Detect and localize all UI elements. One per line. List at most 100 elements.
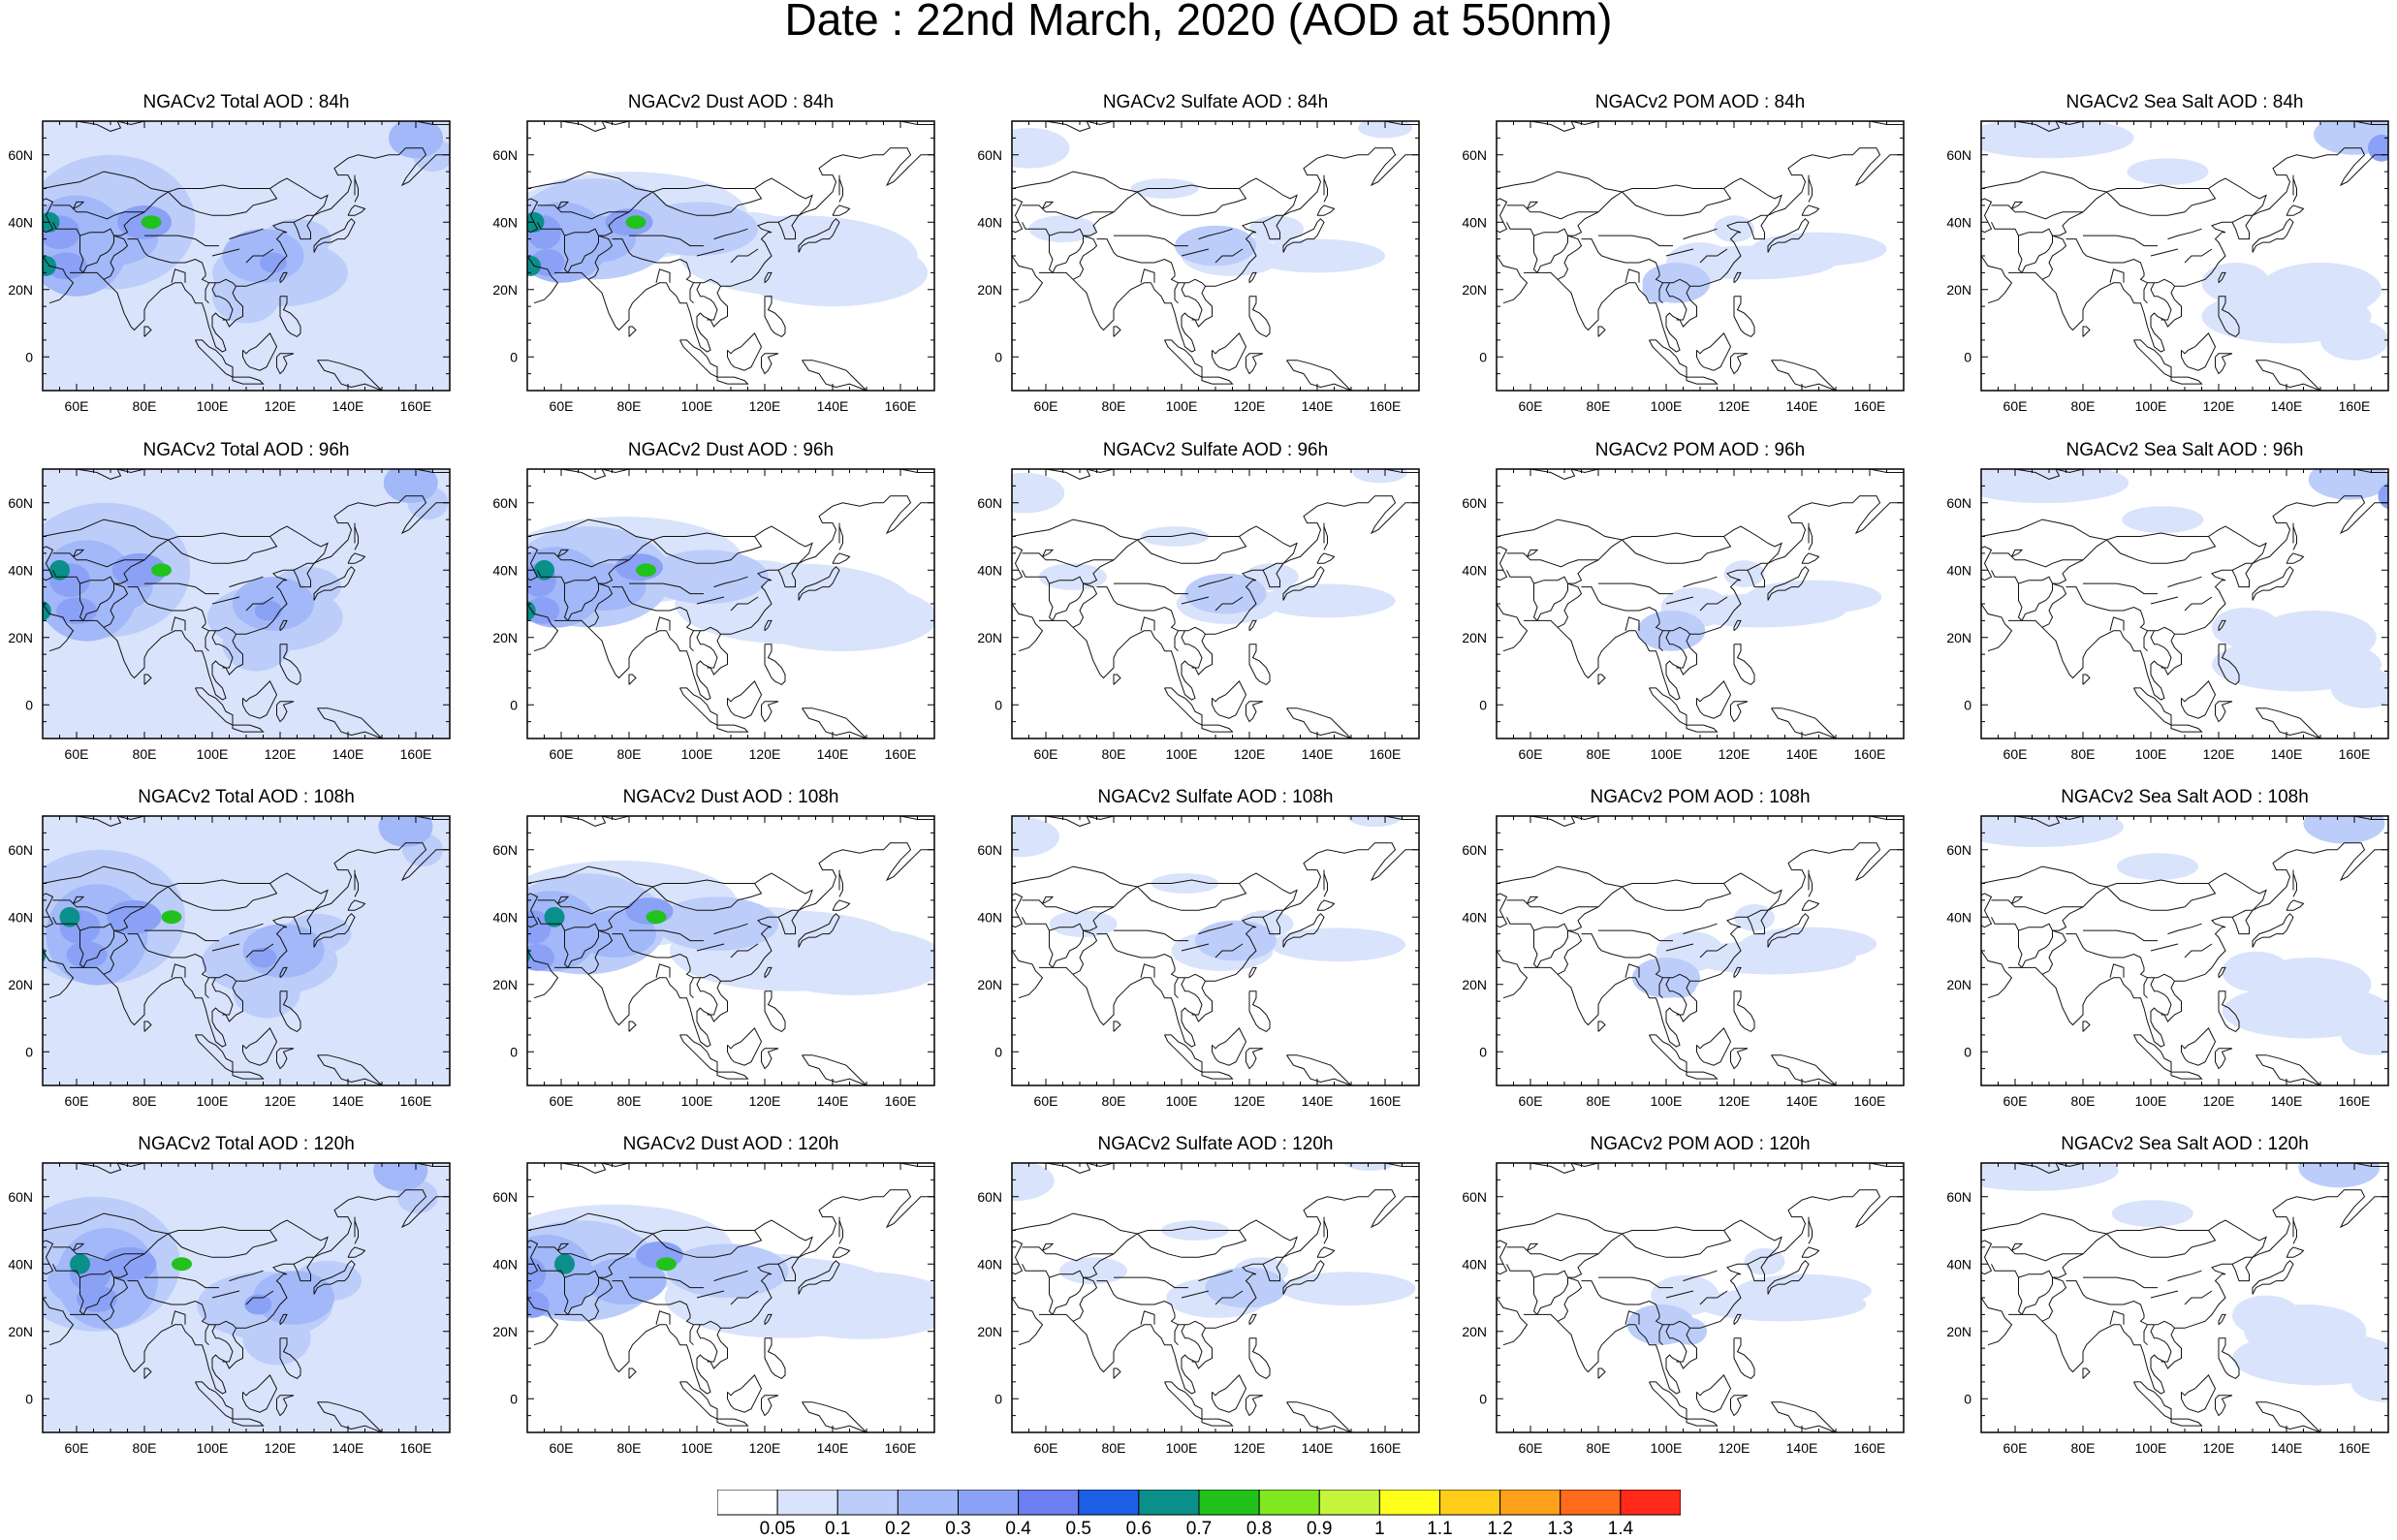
lon-tick-label: 160E [1370,1093,1402,1109]
boundary-line [1598,327,1605,336]
panel-title-dust-96h: NGACv2 Dust AOD : 96h [522,440,939,461]
aod-field [973,1150,1416,1318]
colorbar-swatch [1621,1490,1681,1515]
boundary-line [2083,236,2158,246]
boundary-line [833,900,850,910]
boundary-line [697,631,717,668]
lat-tick-label: 60N [977,1189,1002,1205]
boundary-line [2253,914,2293,948]
aerosol-region [505,1289,525,1309]
boundary-line [1202,725,1233,732]
colorbar-swatch [1440,1490,1500,1515]
aerosol-region [516,601,536,621]
aerosol-region [67,941,108,968]
boundary-line [1023,887,1138,930]
lon-tick-label: 120E [1234,398,1266,414]
aerosol-region [108,900,162,934]
lat-tick-label: 40N [977,1256,1002,1272]
boundary-line [2042,583,2066,627]
lat-tick-label: 20N [977,1324,1002,1339]
boundary-line [2110,617,2124,631]
panel-title-dust-120h: NGACv2 Dust AOD : 120h [522,1134,939,1155]
aod-field [978,806,1405,971]
boundary-line [717,377,748,384]
boundary-line [1507,553,1599,567]
lon-tick-label: 100E [197,1440,229,1456]
lat-tick-label: 20N [1946,630,1971,645]
boundary-line [2144,1325,2148,1345]
boundary-line [1684,577,1718,586]
aerosol-region [1249,239,1385,273]
boundary-line [2008,272,2121,330]
boundary-line [1012,256,1043,303]
lat-tick-label: 0 [510,1044,518,1059]
lat-tick-label: 0 [25,697,33,712]
lon-tick-label: 60E [1034,1440,1058,1456]
boundary-line [1202,1072,1233,1079]
aerosol-region [1195,921,1277,961]
lon-tick-label: 160E [885,1093,917,1109]
aerosol-region [1949,1150,2119,1191]
boundary-line [1992,900,2084,914]
boundary-line [1175,978,1179,998]
lat-tick-label: 40N [8,562,33,578]
lon-tick-label: 80E [133,398,157,414]
lon-tick-label: 140E [2271,1093,2303,1109]
colorbar-level-label: 0.3 [930,1519,988,1540]
lon-tick-label: 60E [1034,746,1058,762]
boundary-line [2256,708,2321,739]
boundary-line [2110,1311,2124,1325]
boundary-line [1151,283,1213,352]
colorbar-swatch [717,1490,777,1515]
boundary-line [1039,620,1151,677]
lon-tick-label: 80E [133,1093,157,1109]
boundary-line [1992,205,2084,219]
lon-tick-label: 160E [2339,1093,2371,1109]
boundary-line [1687,1419,1718,1426]
lat-tick-label: 20N [492,282,518,298]
lon-tick-label: 80E [1587,746,1611,762]
lon-tick-label: 120E [749,1093,781,1109]
aerosol-region [1663,971,1697,998]
boundary-line [1992,1247,2084,1261]
boundary-line [1497,519,1782,563]
boundary-line [1598,236,1673,246]
aerosol-region [636,563,656,577]
lat-tick-label: 40N [492,909,518,925]
boundary-line [1175,283,1179,303]
boundary-line [1809,870,1813,897]
lat-tick-label: 20N [8,1324,33,1339]
aerosol-region [2320,320,2388,361]
lon-tick-label: 60E [2003,1440,2028,1456]
boundary-line [1981,256,2012,303]
boundary-line [1246,354,1264,374]
boundary-line [1213,1375,1246,1412]
boundary-line [2144,283,2148,303]
colorbar-level-label: 0.05 [748,1519,806,1540]
lat-tick-label: 40N [977,909,1002,925]
boundary-line [1151,1325,1213,1394]
lat-tick-label: 20N [8,977,33,992]
lon-tick-label: 120E [2203,746,2235,762]
boundary-line [2107,1231,2216,1258]
boundary-line [1802,205,1819,215]
aerosol-region [1736,1274,1872,1308]
boundary-line [1650,1382,1687,1419]
boundary-line [998,226,1012,256]
boundary-line [2182,681,2216,718]
aerosol-region [769,1272,959,1339]
lon-tick-label: 80E [617,1093,642,1109]
lon-tick-label: 160E [1370,746,1402,762]
boundary-line [1175,1325,1179,1345]
boundary-line [680,688,718,725]
lon-tick-label: 80E [1587,1093,1611,1109]
lon-tick-label: 80E [1102,398,1126,414]
boundary-line [1981,604,2012,651]
aod-field [11,1150,450,1432]
boundary-line [2232,563,2253,570]
aod-colorbar [717,1490,1681,1517]
coastlines [1968,462,2388,739]
